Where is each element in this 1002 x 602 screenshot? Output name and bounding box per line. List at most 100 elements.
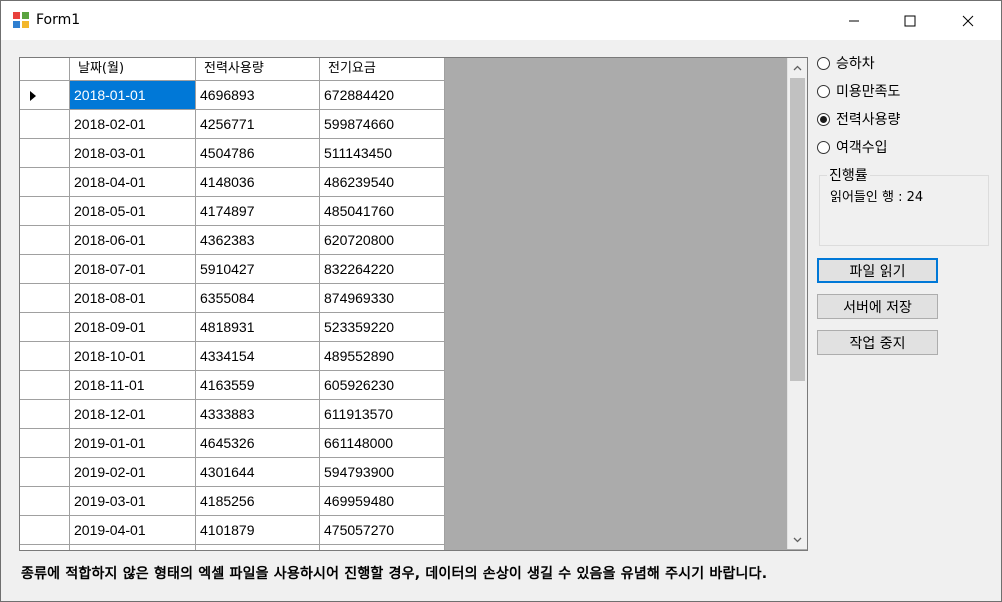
close-button[interactable] bbox=[945, 1, 991, 40]
date-cell[interactable]: 2018-01-01 bbox=[70, 81, 196, 110]
radio-circle-passenger-revenue[interactable] bbox=[817, 140, 830, 154]
power-usage-cell[interactable]: 4333883 bbox=[196, 400, 320, 429]
date-cell[interactable]: 2018-05-01 bbox=[70, 197, 196, 226]
table-row[interactable]: 2019-03-01 4185256 469959480 bbox=[20, 487, 445, 516]
date-cell[interactable]: 2018-08-01 bbox=[70, 284, 196, 313]
date-cell[interactable]: 2018-12-01 bbox=[70, 400, 196, 429]
electric-fee-cell[interactable]: 486239540 bbox=[320, 168, 445, 197]
radio-passenger-revenue[interactable]: 여객수입 bbox=[817, 137, 888, 157]
power-usage-cell[interactable]: 4256771 bbox=[196, 110, 320, 139]
row-header[interactable] bbox=[20, 197, 70, 226]
row-header[interactable] bbox=[20, 284, 70, 313]
electric-fee-cell[interactable]: 661148000 bbox=[320, 429, 445, 458]
column-header-electric-fee[interactable]: 전기요금 bbox=[320, 58, 445, 81]
power-usage-cell[interactable]: 4185256 bbox=[196, 487, 320, 516]
row-header[interactable] bbox=[20, 81, 70, 110]
electric-fee-cell[interactable]: 620720800 bbox=[320, 226, 445, 255]
power-usage-cell[interactable]: 4818931 bbox=[196, 313, 320, 342]
row-header[interactable] bbox=[20, 226, 70, 255]
title-bar[interactable]: Form1 bbox=[1, 1, 1001, 40]
minimize-button[interactable] bbox=[831, 1, 877, 40]
electric-fee-cell[interactable]: 523359220 bbox=[320, 313, 445, 342]
scroll-down-button[interactable] bbox=[788, 530, 807, 549]
date-cell[interactable]: 2018-06-01 bbox=[70, 226, 196, 255]
power-usage-cell[interactable]: 4101879 bbox=[196, 516, 320, 545]
power-usage-cell[interactable]: 5910427 bbox=[196, 255, 320, 284]
radio-beauty-satisfaction[interactable]: 미용만족도 bbox=[817, 81, 900, 101]
table-row[interactable]: 2018-02-01 4256771 599874660 bbox=[20, 110, 445, 139]
grid-vertical-scrollbar[interactable] bbox=[787, 58, 807, 549]
date-cell[interactable]: 2018-09-01 bbox=[70, 313, 196, 342]
scroll-thumb[interactable] bbox=[790, 78, 805, 381]
date-cell[interactable]: 2018-11-01 bbox=[70, 371, 196, 400]
scroll-up-button[interactable] bbox=[788, 58, 807, 77]
maximize-button[interactable] bbox=[887, 1, 933, 40]
power-usage-cell[interactable]: 4334154 bbox=[196, 342, 320, 371]
column-header-power-usage[interactable]: 전력사용량 bbox=[196, 58, 320, 81]
power-usage-cell[interactable]: 4163559 bbox=[196, 371, 320, 400]
electric-fee-cell[interactable]: 594793900 bbox=[320, 458, 445, 487]
electric-fee-cell[interactable]: 672884420 bbox=[320, 81, 445, 110]
table-row[interactable]: 2019-02-01 4301644 594793900 bbox=[20, 458, 445, 487]
table-row[interactable]: 2018-01-01 4696893 672884420 bbox=[20, 81, 445, 110]
row-header[interactable] bbox=[20, 516, 70, 545]
save-to-server-button[interactable]: 서버에 저장 bbox=[817, 294, 938, 319]
electric-fee-cell[interactable]: 611913570 bbox=[320, 400, 445, 429]
row-header[interactable] bbox=[20, 110, 70, 139]
power-usage-cell[interactable]: 6355084 bbox=[196, 284, 320, 313]
radio-power-usage[interactable]: 전력사용량 bbox=[817, 109, 900, 129]
date-cell[interactable]: 2019-04-01 bbox=[70, 516, 196, 545]
row-header[interactable] bbox=[20, 429, 70, 458]
radio-circle-power-usage[interactable] bbox=[817, 112, 830, 126]
table-row[interactable]: 2018-12-01 4333883 611913570 bbox=[20, 400, 445, 429]
row-header[interactable] bbox=[20, 400, 70, 429]
electric-fee-cell[interactable]: 469959480 bbox=[320, 487, 445, 516]
power-usage-cell[interactable]: 4148036 bbox=[196, 168, 320, 197]
date-cell[interactable]: 2018-03-01 bbox=[70, 139, 196, 168]
table-row[interactable]: 2018-08-01 6355084 874969330 bbox=[20, 284, 445, 313]
column-header-date[interactable]: 날짜(월) bbox=[70, 58, 196, 81]
table-row[interactable]: 2018-03-01 4504786 511143450 bbox=[20, 139, 445, 168]
date-cell[interactable]: 2019-01-01 bbox=[70, 429, 196, 458]
electric-fee-cell[interactable]: 511143450 bbox=[320, 139, 445, 168]
electric-fee-cell[interactable]: 475057270 bbox=[320, 516, 445, 545]
table-row[interactable]: 2019-04-01 4101879 475057270 bbox=[20, 516, 445, 545]
table-row[interactable]: 2019-05-014316734494907379 bbox=[20, 545, 445, 550]
electric-fee-cell[interactable]: 489552890 bbox=[320, 342, 445, 371]
row-header[interactable] bbox=[20, 139, 70, 168]
power-usage-cell[interactable]: 4301644 bbox=[196, 458, 320, 487]
power-usage-cell[interactable]: 4174897 bbox=[196, 197, 320, 226]
table-row[interactable]: 2018-10-01 4334154 489552890 bbox=[20, 342, 445, 371]
electric-fee-cell[interactable]: 599874660 bbox=[320, 110, 445, 139]
date-cell[interactable]: 2018-10-01 bbox=[70, 342, 196, 371]
power-usage-cell[interactable]: 4316734 bbox=[196, 545, 320, 550]
date-cell[interactable]: 2019-03-01 bbox=[70, 487, 196, 516]
row-header[interactable] bbox=[20, 545, 70, 550]
table-row[interactable]: 2018-06-01 4362383 620720800 bbox=[20, 226, 445, 255]
row-header[interactable] bbox=[20, 371, 70, 400]
row-header[interactable] bbox=[20, 487, 70, 516]
data-grid[interactable]: 날짜(월) 전력사용량 전기요금 2018-01-01 4696893 672884… bbox=[19, 57, 808, 551]
table-row[interactable]: 2019-01-01 4645326 661148000 bbox=[20, 429, 445, 458]
table-row[interactable]: 2018-11-01 4163559 605926230 bbox=[20, 371, 445, 400]
power-usage-cell[interactable]: 4504786 bbox=[196, 139, 320, 168]
date-cell[interactable]: 2018-02-01 bbox=[70, 110, 196, 139]
table-row[interactable]: 2018-04-01 4148036 486239540 bbox=[20, 168, 445, 197]
date-cell[interactable]: 2018-04-01 bbox=[70, 168, 196, 197]
stop-job-button[interactable]: 작업 중지 bbox=[817, 330, 938, 355]
read-file-button[interactable]: 파일 읽기 bbox=[817, 258, 938, 283]
row-header[interactable] bbox=[20, 313, 70, 342]
power-usage-cell[interactable]: 4362383 bbox=[196, 226, 320, 255]
row-header[interactable] bbox=[20, 255, 70, 284]
electric-fee-cell[interactable]: 605926230 bbox=[320, 371, 445, 400]
row-header[interactable] bbox=[20, 168, 70, 197]
radio-circle-boarding[interactable] bbox=[817, 56, 830, 70]
row-header[interactable] bbox=[20, 458, 70, 487]
electric-fee-cell[interactable]: 832264220 bbox=[320, 255, 445, 284]
radio-circle-beauty-satisfaction[interactable] bbox=[817, 84, 830, 98]
date-cell[interactable]: 2018-07-01 bbox=[70, 255, 196, 284]
row-header[interactable] bbox=[20, 342, 70, 371]
electric-fee-cell[interactable]: 874969330 bbox=[320, 284, 445, 313]
electric-fee-cell[interactable]: 494907379 bbox=[320, 545, 445, 550]
grid-corner-header[interactable] bbox=[20, 58, 70, 81]
